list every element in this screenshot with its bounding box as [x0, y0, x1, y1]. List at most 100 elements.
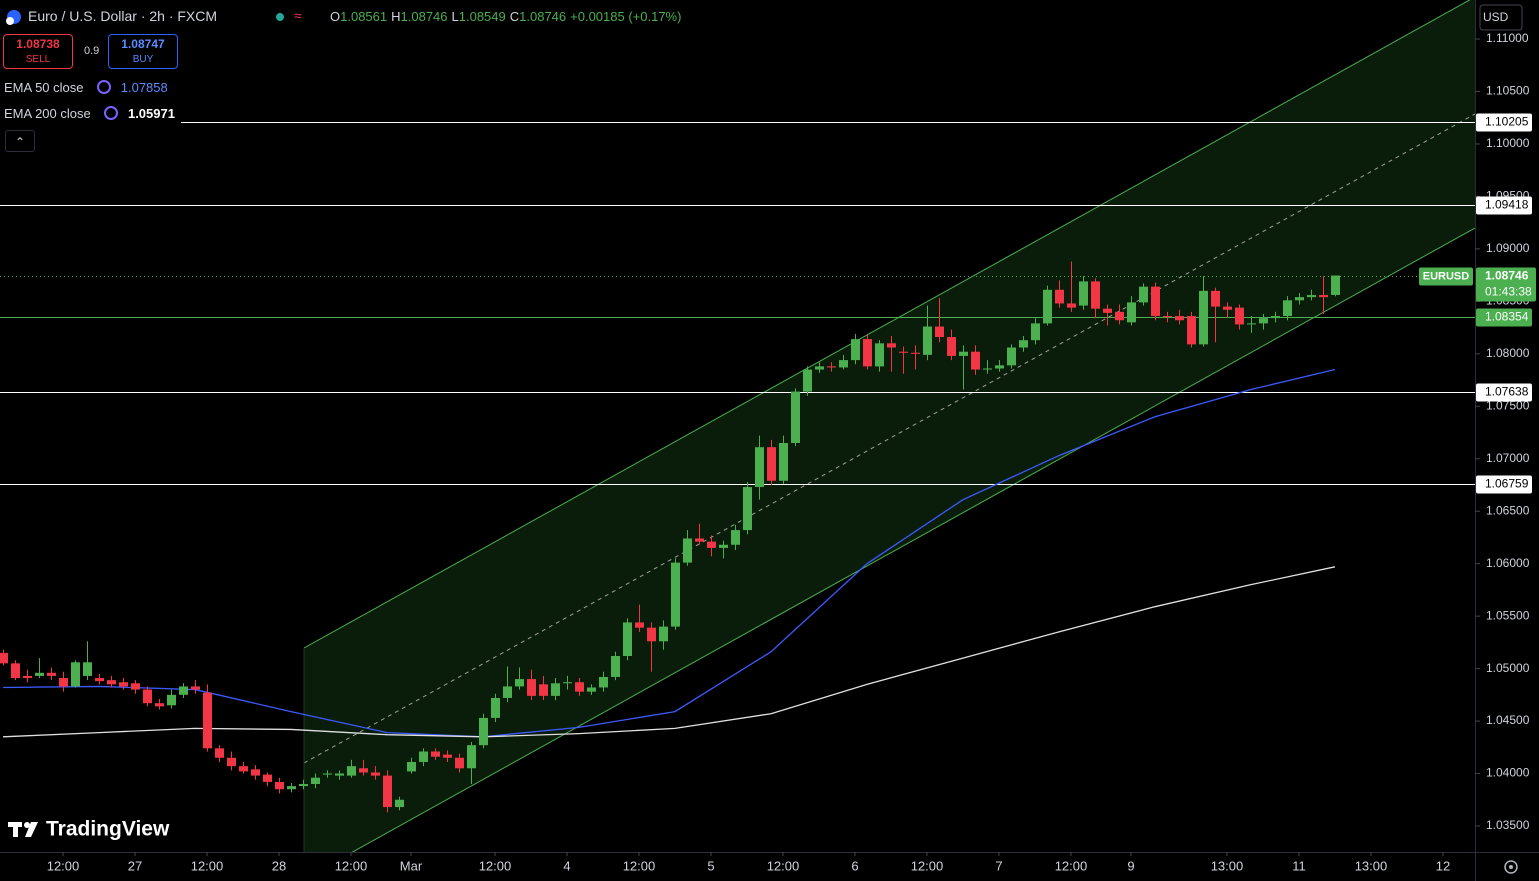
candle-body [731, 530, 740, 545]
y-tick-label: 1.05500 [1486, 608, 1530, 622]
candle-body [1295, 297, 1304, 301]
candle-body [479, 717, 488, 746]
ohlc-value: 1.08746 [519, 9, 567, 24]
candle-body [47, 672, 56, 676]
candle-body [527, 679, 536, 696]
candle-body [407, 761, 416, 772]
candle-body [719, 544, 728, 548]
candle-body [1223, 306, 1232, 310]
parallel-channel [303, 0, 1475, 852]
candle-body [419, 751, 428, 762]
candle-body [623, 622, 632, 656]
data-feed-icon: ≈ [294, 8, 302, 24]
candle-body [1067, 303, 1076, 308]
ohlc-value: 1.08549 [458, 9, 506, 24]
y-tick-label: 1.05000 [1486, 661, 1530, 675]
candle-body [1271, 316, 1280, 319]
price-level-label: 1.09418 [1485, 198, 1529, 212]
ema-line [2, 368, 1336, 738]
ohlc-value: 1.08561 [340, 9, 388, 24]
x-tick-label: 12:00 [911, 858, 944, 873]
ema50-value: 1.07858 [120, 80, 168, 95]
buy-label: BUY [132, 54, 154, 65]
x-tick-label: 11 [1292, 858, 1306, 873]
currency-label: USD [1483, 10, 1509, 24]
candle-body [1163, 316, 1172, 318]
candle-body [371, 772, 380, 776]
candle-body [95, 678, 104, 682]
price-level-tag [1476, 113, 1532, 132]
x-tick-label: 13:00 [1211, 858, 1244, 873]
x-tick-label: Mar [400, 858, 423, 873]
currency-button[interactable] [1479, 4, 1523, 31]
x-tick-label: 12:00 [47, 858, 80, 873]
candle-body [1259, 318, 1268, 324]
candle-body [899, 351, 908, 353]
collapse-legend-button[interactable]: ⌃ [5, 130, 35, 152]
candle-body [551, 683, 560, 696]
settings-icon[interactable] [1504, 860, 1518, 874]
y-tick-label: 1.11000 [1486, 31, 1529, 45]
candle-body [0, 652, 8, 664]
logo-stem [13, 822, 18, 837]
candle-body [347, 766, 356, 776]
x-tick-label: 12:00 [191, 858, 224, 873]
candle-body [311, 777, 320, 785]
candle-body [359, 768, 368, 773]
candle-body [35, 672, 44, 676]
y-tick-label: 1.04000 [1486, 766, 1530, 780]
candle-body [1331, 275, 1340, 295]
candle-body [587, 687, 596, 692]
candle-body [23, 675, 32, 679]
y-tick-label: 1.08000 [1486, 346, 1530, 360]
candle-body [1115, 311, 1124, 321]
ema200-legend: EMA 200 close 1.05971 [0, 103, 181, 125]
candle-body [803, 369, 812, 392]
candle-body [683, 538, 692, 563]
candle-body [815, 366, 824, 370]
x-tick-label: 12:00 [623, 858, 656, 873]
candle-body [239, 766, 248, 772]
candle-body [947, 337, 956, 356]
candle-body [1091, 281, 1100, 309]
candle-body [659, 626, 668, 642]
buy-price: 1.08747 [121, 37, 165, 51]
ohlc-value: 1.08746 [400, 9, 448, 24]
buy-button[interactable]: 1.08747 BUY [108, 34, 178, 69]
sell-button[interactable]: 1.08738 SELL [3, 34, 73, 69]
x-tick-label: 5 [707, 858, 714, 873]
ohlc-change: +0.00185 (+0.17%) [570, 9, 682, 24]
candle-body [455, 757, 464, 769]
y-tick-label: 1.10000 [1486, 136, 1530, 150]
candle-body [863, 339, 872, 367]
candle-body [851, 339, 860, 361]
candle-body [707, 541, 716, 548]
x-tick-label: 6 [851, 858, 858, 873]
candle-body [971, 351, 980, 370]
plot-area [0, 122, 1475, 813]
candle-body [503, 686, 512, 698]
x-tick-label: 12:00 [1055, 858, 1088, 873]
ema-line [2, 566, 1336, 738]
x-tick-label: 7 [995, 858, 1002, 873]
candle-body [215, 748, 224, 758]
price-level-label: 1.10205 [1485, 115, 1529, 129]
x-tick-label: 12 [1436, 858, 1450, 873]
x-tick-label: 28 [272, 858, 286, 873]
candle-body [1127, 302, 1136, 323]
candle-body [107, 680, 116, 685]
candle-body [1007, 347, 1016, 366]
candle-body [323, 773, 332, 775]
ohlc-letter: O [330, 9, 341, 24]
candle-body [143, 689, 152, 704]
ema50-name: EMA 50 close [4, 80, 84, 95]
candle-body [983, 368, 992, 370]
sell-label: SELL [25, 54, 51, 65]
candle-body [875, 343, 884, 367]
channel-fill [304, 0, 1475, 852]
ohlc-readout: O1.08561 H1.08746 L1.08549 C1.08746 +0.00185… [330, 9, 685, 24]
countdown-label: 01:43:38 [1485, 285, 1532, 299]
ema50-icon [97, 80, 112, 94]
